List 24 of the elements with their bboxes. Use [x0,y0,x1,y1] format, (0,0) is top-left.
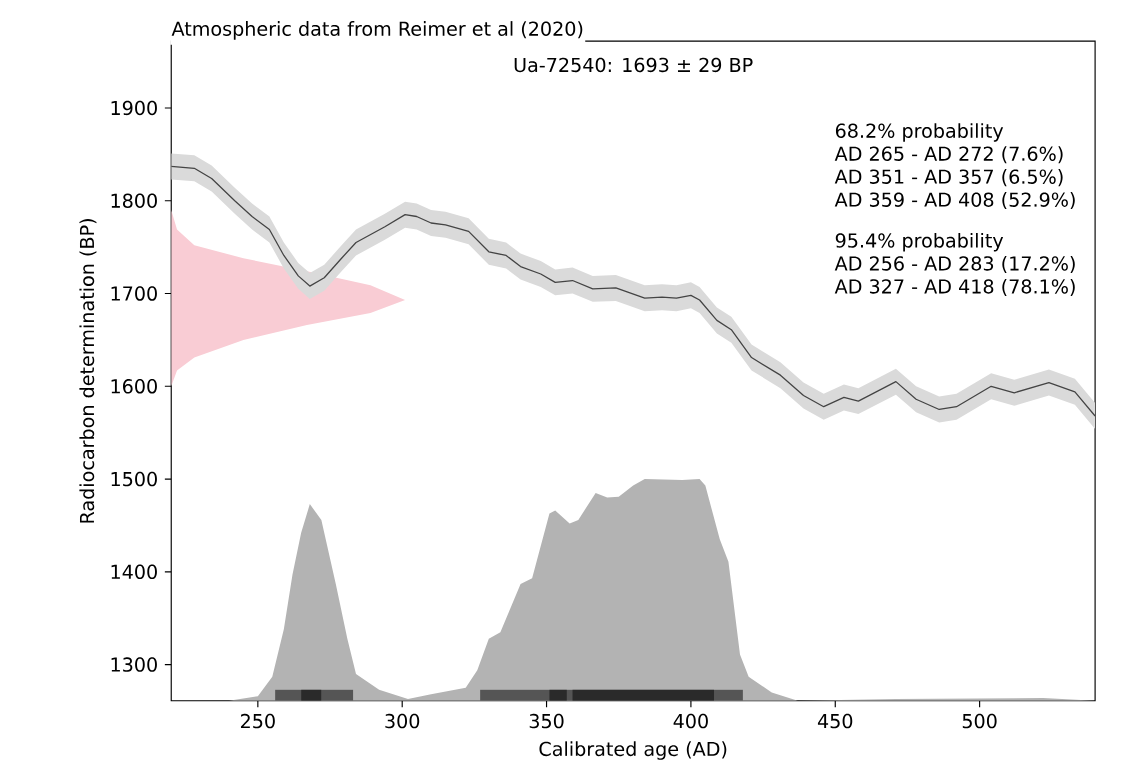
x-tick-label: 400 [673,713,708,729]
y-tick-label: 1900 [111,100,157,116]
y-tick-label: 1300 [111,657,157,672]
x-tick-label: 300 [385,713,420,729]
x-tick-label: 500 [962,713,997,729]
y-axis-title: Radiocarbon determination (BP) [79,218,97,523]
annotation: 95.4% probability [835,232,1004,252]
annotation: AD 265 - AD 272 (7.6%) [834,145,1063,163]
y-tick-label: 1400 [111,564,157,579]
y-tick-label: 1700 [111,286,157,301]
annotation: AD 351 - AD 357 (6.5%) [834,168,1063,186]
y-tick-label: 1800 [111,193,157,208]
y-tick-label: 1600 [111,378,157,394]
annotation: AD 256 - AD 283 (17.2%) [834,255,1075,273]
annotation: 68.2% probability [835,122,1004,142]
x-tick-label: 250 [240,713,275,729]
chart-title: Atmospheric data from Reimer et al (2020) [171,20,583,40]
text: Ua-72540: 1693 ± 29 BP [514,57,753,72]
annotation: AD 327 - AD 418 (78.1%) [834,278,1075,296]
y-tick-label: 1500 [111,471,157,487]
annotation: AD 359 - AD 408 (52.9%) [834,191,1075,209]
x-tick-label: 350 [529,713,564,729]
x-tick-label: 450 [817,713,853,729]
x-axis-title: Calibrated age (AD) [539,741,727,760]
